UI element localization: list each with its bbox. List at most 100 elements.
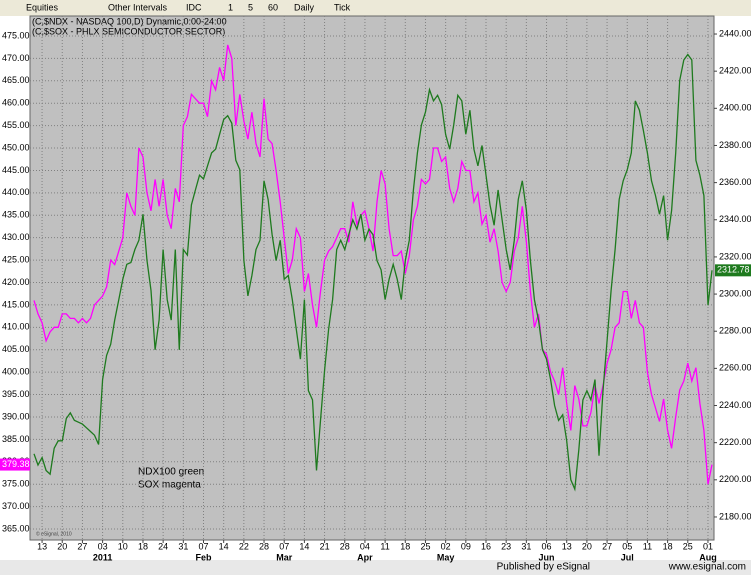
x-tick-label: 14 — [299, 541, 309, 551]
y-tick-label: 440.00 — [2, 187, 30, 197]
x-tick-label: 18 — [663, 541, 673, 551]
y-tick-label: 410.00 — [2, 322, 30, 332]
x-tick-label: 10 — [118, 541, 128, 551]
y-tick-label: 465.00 — [2, 75, 30, 85]
y2-tick-label: 2280.00 — [719, 326, 751, 336]
title-line: (C,$NDX - NASDAQ 100,D) Dynamic,0:00-24:… — [32, 16, 227, 26]
x-tick-label: 27 — [77, 541, 87, 551]
y2-tick-label: 2400.00 — [719, 103, 751, 113]
y-tick-label: 460.00 — [2, 98, 30, 108]
x-tick-label: 16 — [481, 541, 491, 551]
x-tick-label: 18 — [400, 541, 410, 551]
x-tick-label: 22 — [239, 541, 249, 551]
y2-tick-label: 2440.00 — [719, 28, 751, 38]
toolbar — [0, 0, 751, 16]
x-tick-label: 09 — [461, 541, 471, 551]
x-tick-label: 13 — [37, 541, 47, 551]
x-tick-label: 25 — [420, 541, 430, 551]
x-tick-label: 25 — [683, 541, 693, 551]
y2-tick-label: 2320.00 — [719, 251, 751, 261]
month-label: Jun — [539, 552, 555, 562]
y2-tick-label: 2360.00 — [719, 177, 751, 187]
series-line — [33, 44, 713, 485]
footer-bar — [0, 560, 751, 575]
y-tick-label: 420.00 — [2, 277, 30, 287]
y-tick-label: 400.00 — [2, 367, 30, 377]
x-tick-label: 31 — [178, 541, 188, 551]
y-tick-label: 395.00 — [2, 389, 30, 399]
y-tick-label: 415.00 — [2, 299, 30, 309]
toolbar-item: 60 — [268, 2, 278, 12]
x-tick-label: 31 — [521, 541, 531, 551]
last-value-box — [0, 458, 30, 471]
y-tick-label: 390.00 — [2, 411, 30, 421]
x-tick-label: 14 — [219, 541, 229, 551]
month-label: Aug — [699, 552, 717, 562]
x-tick-label: 11 — [643, 541, 652, 551]
y-tick-label: 405.00 — [2, 344, 30, 354]
footer-site: www.esignal.com — [668, 562, 746, 573]
toolbar-menu: Other Intervals — [108, 2, 168, 12]
month-label: Mar — [276, 552, 293, 562]
x-tick-label: 21 — [320, 541, 330, 551]
y-tick-label: 425.00 — [2, 254, 30, 264]
y-tick-label: 470.00 — [2, 53, 30, 63]
y-tick-label: 475.00 — [2, 30, 30, 40]
last-value-label: 379.38 — [2, 459, 30, 469]
y2-tick-label: 2260.00 — [719, 363, 751, 373]
x-tick-label: 01 — [703, 541, 713, 551]
x-tick-label: 20 — [57, 541, 67, 551]
y2-tick-label: 2380.00 — [719, 140, 751, 150]
y-tick-label: 455.00 — [2, 120, 30, 130]
x-tick-label: 03 — [98, 541, 108, 551]
y2-tick-label: 2340.00 — [719, 214, 751, 224]
y2-tick-label: 2420.00 — [719, 66, 751, 76]
last-value-box — [715, 264, 751, 277]
month-label: Feb — [195, 552, 212, 562]
toolbar-item: Daily — [294, 2, 315, 12]
y-tick-label: 385.00 — [2, 434, 30, 444]
x-tick-label: 24 — [158, 541, 168, 551]
toolbar-item: 1 — [228, 2, 233, 12]
y2-tick-label: 2300.00 — [719, 288, 751, 298]
copyright: © eSignal, 2010 — [36, 530, 72, 537]
x-tick-label: 20 — [582, 541, 592, 551]
month-label: Jul — [621, 552, 634, 562]
x-tick-label: 13 — [562, 541, 572, 551]
y2-tick-label: 2180.00 — [719, 511, 751, 521]
last-value-label: 2312.78 — [717, 265, 750, 275]
x-tick-label: 27 — [602, 541, 612, 551]
toolbar-item: Tick — [334, 2, 351, 12]
x-tick-label: 07 — [279, 541, 289, 551]
toolbar-item: IDC — [186, 2, 202, 12]
y-tick-label: 370.00 — [2, 501, 30, 511]
y2-tick-label: 2200.00 — [719, 474, 751, 484]
x-tick-label: 23 — [501, 541, 511, 551]
footer-publisher: Published by eSignal — [497, 562, 590, 573]
y2-tick-label: 2220.00 — [719, 437, 751, 447]
y-tick-label: 435.00 — [2, 210, 30, 220]
y-tick-label: 450.00 — [2, 142, 30, 152]
y-tick-label: 430.00 — [2, 232, 30, 242]
toolbar-item: 5 — [248, 2, 253, 12]
x-tick-label: 04 — [360, 541, 370, 551]
x-tick-label: 28 — [340, 541, 350, 551]
y2-tick-label: 2240.00 — [719, 400, 751, 410]
y-tick-label: 365.00 — [2, 523, 30, 533]
x-tick-label: 18 — [138, 541, 148, 551]
annotation: SOX magenta — [138, 480, 201, 491]
annotation: NDX100 green — [138, 467, 204, 478]
x-tick-label: 05 — [622, 541, 632, 551]
month-label: May — [437, 552, 455, 562]
x-tick-label: 02 — [441, 541, 451, 551]
y-tick-label: 375.00 — [2, 479, 30, 489]
month-label: 2011 — [93, 552, 113, 562]
x-tick-label: 11 — [380, 541, 389, 551]
x-tick-label: 07 — [198, 541, 208, 551]
x-tick-label: 06 — [542, 541, 552, 551]
x-tick-label: 28 — [259, 541, 269, 551]
toolbar-menu: Equities — [26, 2, 59, 12]
y-tick-label: 445.00 — [2, 165, 30, 175]
month-label: Apr — [357, 552, 373, 562]
